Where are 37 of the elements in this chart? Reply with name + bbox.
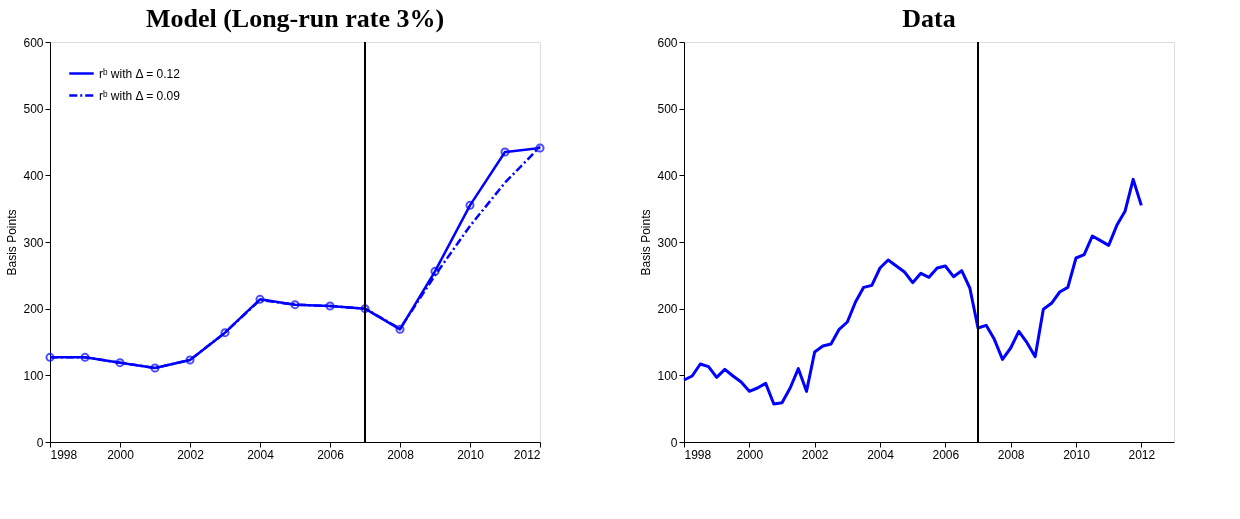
y-tick-label: 400 [23,168,44,183]
x-tick-label: 2008 [387,447,415,462]
x-tick-label: 2002 [177,447,205,462]
y-tick-label: 200 [23,302,44,317]
x-tick-label: 2004 [247,447,275,462]
y-tick-label: 500 [23,102,44,117]
y-axis-title: Basis Points [5,209,20,276]
x-tick-label: 1998 [684,447,712,462]
y-tick-label: 200 [657,302,678,317]
x-tick-label: 2012 [1128,447,1156,462]
y-tick-label: 500 [657,102,678,117]
y-tick-label: 100 [23,368,44,383]
chart-title: Data [902,4,956,33]
y-tick-label: 300 [657,235,678,250]
x-tick-label: 1998 [50,447,78,462]
x-tick-label: 2010 [457,447,485,462]
x-tick-label: 2000 [736,447,764,462]
x-tick-label: 2004 [867,447,895,462]
y-tick-label: 100 [657,368,678,383]
x-tick-label: 2006 [317,447,345,462]
y-tick-label: 600 [23,35,44,50]
x-tick-label: 2000 [107,447,135,462]
chart-title: Model (Long-run rate 3%) [145,4,445,33]
x-tick-label: 2010 [1063,447,1091,462]
y-tick-label: 0 [670,435,678,450]
y-tick-label: 600 [657,35,678,50]
x-tick-label: 2008 [997,447,1025,462]
y-tick-label: 400 [657,168,678,183]
x-tick-label: 2012 [513,447,541,462]
x-tick-label: 2002 [801,447,829,462]
y-tick-label: 300 [23,235,44,250]
line-series [682,177,1143,406]
legend-label: rᵇ with Δ = 0.09 [99,88,181,103]
x-tick-label: 2006 [932,447,960,462]
y-axis-title: Basis Points [639,209,654,276]
legend-label: rᵇ with Δ = 0.12 [99,66,181,81]
y-tick-label: 0 [36,435,44,450]
